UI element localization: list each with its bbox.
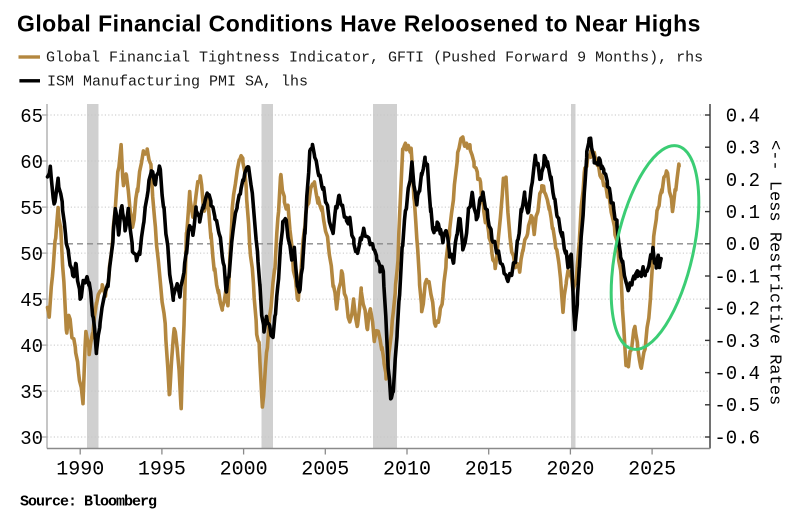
- svg-text:ISM Manufacturing PMI SA, lhs: ISM Manufacturing PMI SA, lhs: [47, 74, 308, 91]
- svg-text:2010: 2010: [383, 459, 431, 482]
- svg-text:2005: 2005: [301, 459, 349, 482]
- svg-text:Global Financial Conditions Ha: Global Financial Conditions Have Reloose…: [17, 11, 701, 37]
- svg-text:55: 55: [20, 198, 43, 220]
- svg-text:2015: 2015: [465, 459, 513, 482]
- svg-text:0.3: 0.3: [726, 138, 760, 160]
- svg-text:-0.5: -0.5: [714, 395, 760, 417]
- svg-text:2025: 2025: [628, 459, 676, 482]
- svg-text:Global Financial Tightness Ind: Global Financial Tightness Indicator, GF…: [46, 50, 703, 67]
- svg-text:45: 45: [20, 290, 43, 312]
- svg-text:65: 65: [20, 106, 43, 128]
- svg-text:1990: 1990: [56, 459, 104, 482]
- svg-text:-0.2: -0.2: [714, 299, 760, 321]
- svg-text:-0.1: -0.1: [714, 266, 760, 288]
- svg-text:30: 30: [20, 428, 43, 450]
- svg-text:<-- Less Restrictive Rates: <-- Less Restrictive Rates: [765, 140, 784, 405]
- svg-text:40: 40: [20, 336, 43, 358]
- svg-text:0.2: 0.2: [726, 170, 760, 192]
- svg-text:35: 35: [20, 382, 43, 404]
- svg-text:-0.4: -0.4: [714, 363, 760, 385]
- svg-text:0.0: 0.0: [726, 234, 760, 256]
- svg-text:50: 50: [20, 244, 43, 266]
- svg-text:60: 60: [20, 152, 43, 174]
- svg-text:2020: 2020: [546, 459, 594, 482]
- svg-text:-0.6: -0.6: [714, 427, 760, 449]
- svg-text:2000: 2000: [220, 459, 268, 482]
- svg-text:1995: 1995: [138, 459, 186, 482]
- svg-text:-0.3: -0.3: [714, 331, 760, 353]
- svg-text:0.4: 0.4: [726, 105, 760, 127]
- svg-text:0.1: 0.1: [726, 202, 760, 224]
- svg-text:Source: Bloomberg: Source: Bloomberg: [20, 494, 157, 511]
